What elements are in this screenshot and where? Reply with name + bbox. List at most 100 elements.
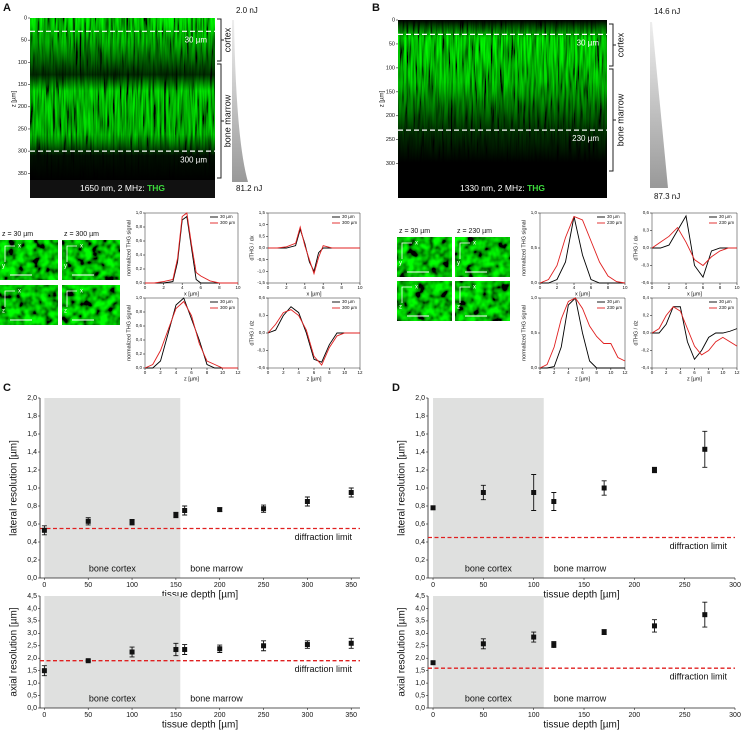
image-caption: 1650 nm, 2 MHz: THG [80, 183, 165, 193]
y-tick-label: 1,6 [415, 431, 425, 438]
y-axis-label: dTHG / dx [633, 235, 639, 260]
pulse-energy: 2.0 nJ [236, 6, 258, 15]
y-tick-label: 2,0 [27, 655, 37, 662]
x-tick-label: 200 [214, 582, 226, 589]
data-point [261, 643, 267, 649]
reference-label: diffraction limit [295, 664, 353, 674]
y-tick-label: 0,0 [136, 280, 143, 285]
x-tick-label: 4 [304, 285, 307, 290]
x-tick-label: 12 [622, 370, 628, 375]
x-tick-label: 8 [206, 370, 209, 375]
legend-label: 230 µm [719, 305, 734, 310]
x-tick-label: 4 [685, 285, 688, 290]
thumb-axis: x [18, 289, 21, 295]
x-tick-label: 100 [126, 582, 138, 589]
y-tick-label: 1,0 [259, 222, 266, 227]
data-point [480, 490, 486, 495]
legend-label: 300 µm [342, 220, 357, 225]
y-tick-label: 0,0 [27, 575, 37, 582]
y-tick-label: 0,6 [136, 238, 143, 243]
x-tick-label: 2 [556, 285, 559, 290]
panel-label: D [392, 382, 400, 394]
y-tick-label: 1,4 [27, 449, 37, 456]
x-tick-label: 4 [181, 285, 184, 290]
profile-line [540, 297, 625, 369]
y-tick-label: 0,2 [27, 557, 37, 564]
y-tick-label: 0,4 [643, 295, 650, 300]
x-tick-label: 8 [607, 285, 610, 290]
data-point [173, 647, 179, 653]
y-tick-label: 0,5 [259, 234, 266, 239]
region-label: bone cortex [465, 693, 513, 703]
x-tick-label: 100 [528, 712, 540, 719]
profile-line [144, 300, 238, 369]
axis-arrows [459, 242, 470, 259]
y-axis-label: dTHG / dz [249, 320, 255, 345]
data-point [182, 647, 188, 653]
axis-arrows [4, 245, 15, 262]
bracket [609, 68, 616, 172]
y-tick-label: 0,2 [643, 313, 650, 318]
region-label: bone marrow [554, 693, 607, 703]
data-point [129, 649, 135, 655]
x-tick-label: 10 [342, 370, 348, 375]
y-tick-label: 3,5 [415, 618, 425, 625]
x-tick-label: 300 [729, 582, 741, 589]
x-tick-label: 50 [84, 712, 92, 719]
axis-arrows [66, 245, 77, 262]
x-tick-label: 2 [159, 370, 162, 375]
x-tick-label: 350 [345, 582, 357, 589]
x-tick-label: 250 [258, 582, 270, 589]
x-tick-label: 8 [218, 285, 221, 290]
data-point [531, 490, 537, 495]
z-tick-label: 300 [386, 161, 395, 167]
z-tick-label: 0 [392, 17, 395, 23]
y-axis-label: lateral resolution [µm] [9, 440, 20, 536]
shaded-region [44, 596, 181, 708]
caption-signal: THG [527, 183, 545, 193]
x-tick-label: 0 [144, 285, 147, 290]
x-tick-label: 4 [297, 370, 300, 375]
data-point [173, 512, 179, 518]
legend-label: 300 µm [220, 305, 235, 310]
legend-label: 30 µm [719, 299, 732, 304]
y-tick-label: 0,6 [259, 295, 266, 300]
x-tick-label: 50 [479, 712, 487, 719]
data-point [348, 490, 354, 495]
y-tick-label: -0,2 [641, 348, 649, 353]
legend-label: 30 µm [342, 299, 355, 304]
x-tick-label: 10 [235, 285, 241, 290]
thumb-axis: y [2, 264, 5, 270]
y-tick-label: 0,2 [415, 557, 425, 564]
caption-signal: THG [147, 183, 165, 193]
y-tick-label: 1,0 [136, 295, 143, 300]
x-tick-label: 6 [702, 285, 705, 290]
z-tick-label: 150 [18, 82, 27, 88]
x-tick-label: 0 [267, 370, 270, 375]
shaded-region [433, 596, 544, 708]
axis-arrows [4, 290, 15, 307]
thumb-axis: x [415, 285, 418, 291]
y-axis-label: normalized THG signal [126, 305, 132, 361]
y-tick-label: 3,0 [27, 630, 37, 637]
y-tick-label: 0,4 [136, 252, 143, 257]
profile-line [652, 214, 737, 279]
x-tick-label: 8 [340, 285, 343, 290]
thumb-axis: z [2, 309, 5, 315]
thumb-title: z = 230 µm [457, 228, 492, 235]
energy-wedge [650, 22, 668, 188]
y-tick-label: 4,5 [415, 593, 425, 600]
thumbnail [0, 240, 58, 280]
y-tick-label: 0,0 [415, 705, 425, 712]
depth-marker-label: 30 µm [185, 35, 208, 44]
thumbnail [397, 281, 452, 321]
x-tick-label: 6 [590, 285, 593, 290]
y-tick-label: 0,5 [27, 692, 37, 699]
z-tick-label: 300 [18, 149, 27, 155]
thumb-axis: z [64, 309, 67, 315]
region-label: bone marrow [190, 563, 243, 573]
x-tick-label: 250 [258, 712, 270, 719]
data-point [651, 467, 657, 473]
y-tick-label: 0,6 [643, 210, 650, 215]
data-point [551, 499, 557, 504]
